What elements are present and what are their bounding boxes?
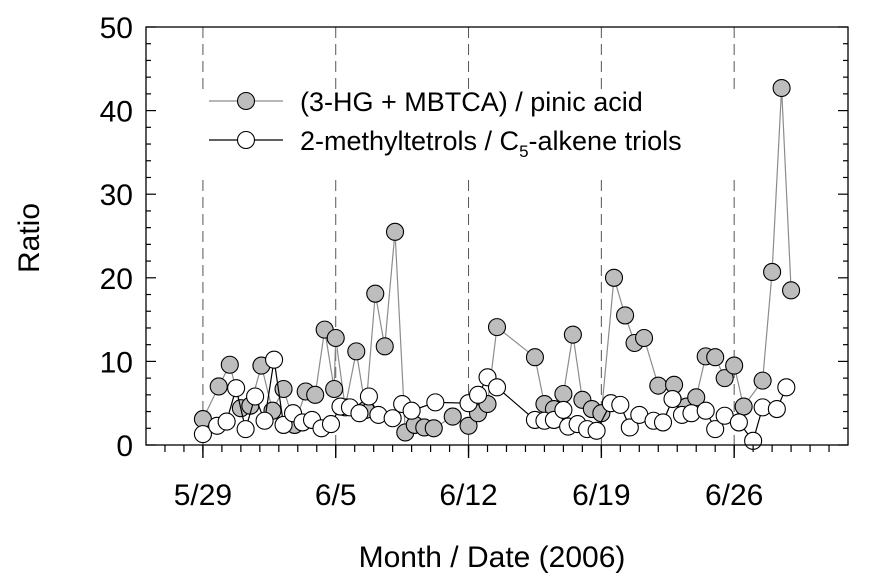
data-point [347, 342, 366, 361]
x-tick-labels: 5/29 6/5 6/12 6/19 6/26 [174, 479, 764, 512]
data-point [246, 387, 265, 406]
data-point [274, 415, 293, 434]
x-tick-label: 6/5 [315, 479, 357, 512]
legend-label-suffix: -alkene triols [529, 126, 682, 156]
data-point [563, 325, 582, 344]
data-point [375, 337, 394, 356]
data-point [385, 222, 405, 241]
data-point [604, 268, 624, 287]
y-tick-label: 50 [100, 12, 133, 45]
data-point [706, 420, 725, 439]
legend-label-text: (3-HG + MBTCA) / pinic acid [300, 87, 643, 117]
data-point [326, 328, 345, 348]
plot-frame [145, 26, 849, 446]
data-point [383, 409, 402, 428]
axis-ticks [146, 26, 848, 458]
data-point [209, 377, 228, 396]
x-tick-label: 6/19 [572, 479, 630, 512]
legend-marker [236, 91, 256, 111]
y-tick-label: 10 [100, 346, 133, 379]
data-point [255, 411, 274, 430]
data-point [729, 413, 748, 432]
data-point [236, 420, 255, 439]
y-tick-label: 40 [100, 96, 133, 129]
data-point [663, 389, 682, 409]
data-point [653, 413, 673, 432]
legend: (3-HG + MBTCA) / pinic acid 2-methyltetro… [209, 87, 682, 161]
data-point [554, 400, 573, 419]
data-point [424, 419, 443, 438]
series-2 [193, 350, 796, 450]
data-point [715, 369, 734, 388]
data-point [725, 356, 744, 375]
x-tick-label: 6/26 [705, 479, 763, 512]
data-point [782, 281, 801, 300]
y-tick-label: 20 [100, 263, 133, 296]
data-point [706, 348, 725, 367]
y-tick-label: 30 [100, 179, 133, 212]
legend-label: (3-HG + MBTCA) / pinic acid [300, 87, 643, 117]
legend-label-text: 2-methyltetrols / C [300, 126, 519, 156]
legend-marker [236, 130, 256, 150]
data-point [459, 416, 478, 435]
weekly-dashed-lines [202, 27, 735, 445]
data-point [265, 350, 284, 369]
data-point [350, 404, 369, 423]
y-tick-label: 0 [116, 430, 133, 463]
y-tick-labels: 0 10 20 30 40 50 [100, 12, 133, 463]
data-point [734, 397, 753, 416]
data-point [525, 348, 544, 367]
data-point [777, 378, 796, 397]
series-layer [193, 78, 801, 450]
data-point [634, 328, 654, 348]
data-point [620, 418, 639, 437]
data-point [696, 401, 715, 420]
data-point [753, 371, 772, 390]
legend-label: 2-methyltetrols / C5-alkene triols [300, 126, 682, 161]
data-point [325, 379, 344, 399]
x-axis-title: Month / Date (2006) [359, 541, 626, 574]
data-point [468, 385, 488, 404]
x-tick-label: 6/12 [439, 479, 497, 512]
y-axis-title: Ratio [13, 203, 46, 273]
data-point [487, 378, 507, 397]
data-point [321, 415, 341, 434]
data-point [443, 407, 462, 426]
data-point [649, 376, 668, 395]
data-point [616, 306, 635, 325]
data-point [426, 393, 445, 412]
data-point [767, 400, 786, 419]
data-point [217, 412, 236, 431]
data-point [220, 355, 239, 374]
data-point [611, 395, 630, 414]
data-point [587, 421, 606, 440]
data-point [227, 379, 246, 398]
data-point [366, 284, 385, 303]
data-point [402, 401, 421, 420]
legend-label-subscript: 5 [519, 142, 528, 161]
data-point [359, 387, 378, 406]
x-tick-label: 5/29 [174, 479, 232, 512]
data-point [306, 385, 325, 404]
data-point [763, 262, 782, 281]
data-point [487, 318, 507, 337]
data-point [193, 425, 212, 444]
data-point [554, 384, 573, 404]
data-point [772, 78, 791, 98]
